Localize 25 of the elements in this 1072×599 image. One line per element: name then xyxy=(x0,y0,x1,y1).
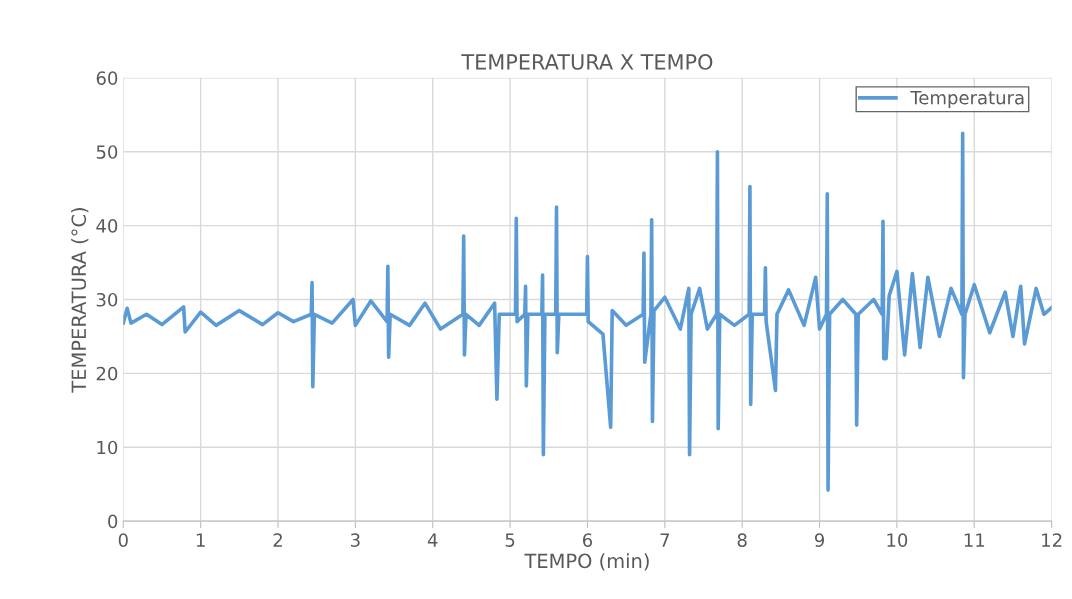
x-tick-label: 2 xyxy=(273,533,282,547)
x-tick-label: 9 xyxy=(814,533,825,547)
y-tick-label: 60 xyxy=(96,71,118,85)
x-tick-label: 8 xyxy=(737,533,747,547)
y-tick-label: 40 xyxy=(96,219,118,233)
x-tick-label: 5 xyxy=(505,533,515,547)
y-tick-label: 50 xyxy=(96,145,118,159)
y-tick-label: 0 xyxy=(108,514,118,529)
x-tick-label: 12 xyxy=(1042,533,1062,547)
legend-label: Temperatura xyxy=(910,91,1024,108)
x-tick-label: 11 xyxy=(964,533,985,547)
y-tick-label: 20 xyxy=(96,366,118,381)
x-tick-label: 7 xyxy=(660,533,670,547)
y-tick-label: 10 xyxy=(97,440,118,455)
x-tick-label: 3 xyxy=(351,533,360,547)
y-tick-label: 30 xyxy=(96,292,118,307)
y-axis-title: TEMPERATURA (°C) xyxy=(71,208,89,393)
x-tick-label: 4 xyxy=(427,533,438,547)
chart-title: TEMPERATURA X TEMPO xyxy=(461,54,713,70)
x-tick-label: 10 xyxy=(887,533,908,547)
x-tick-label: 6 xyxy=(582,533,593,547)
x-axis-title: TEMPO (min) xyxy=(524,553,649,571)
x-tick-label: 1 xyxy=(196,533,205,547)
x-tick-label: 0 xyxy=(118,533,128,547)
line-series xyxy=(123,131,1052,492)
